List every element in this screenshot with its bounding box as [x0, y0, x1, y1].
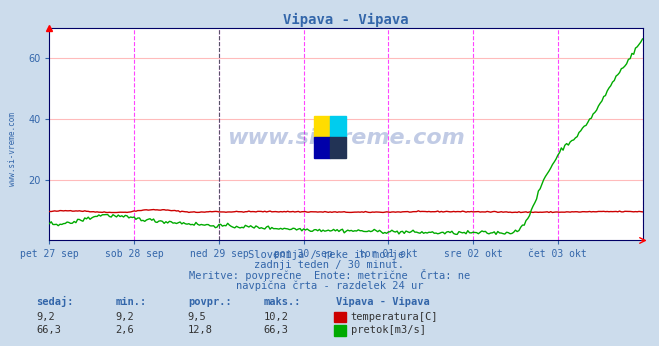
Text: 10,2: 10,2: [264, 312, 289, 322]
Text: zadnji teden / 30 minut.: zadnji teden / 30 minut.: [254, 260, 405, 270]
Text: min.:: min.:: [115, 297, 146, 307]
Text: 9,5: 9,5: [188, 312, 206, 322]
Text: 9,2: 9,2: [36, 312, 55, 322]
Bar: [314, 116, 330, 137]
Bar: [330, 116, 346, 137]
Bar: [314, 137, 330, 158]
Text: navpična črta - razdelek 24 ur: navpična črta - razdelek 24 ur: [236, 280, 423, 291]
Text: 9,2: 9,2: [115, 312, 134, 322]
Text: temperatura[C]: temperatura[C]: [351, 312, 438, 322]
Text: 2,6: 2,6: [115, 325, 134, 335]
Text: Slovenija / reke in morje.: Slovenija / reke in morje.: [248, 250, 411, 260]
Text: www.si-vreme.com: www.si-vreme.com: [227, 128, 465, 148]
Text: Vipava - Vipava: Vipava - Vipava: [336, 297, 430, 307]
Text: Meritve: povprečne  Enote: metrične  Črta: ne: Meritve: povprečne Enote: metrične Črta:…: [189, 268, 470, 281]
Text: 66,3: 66,3: [36, 325, 61, 335]
Bar: [330, 137, 346, 158]
Text: 66,3: 66,3: [264, 325, 289, 335]
Text: 12,8: 12,8: [188, 325, 213, 335]
Text: www.si-vreme.com: www.si-vreme.com: [8, 112, 17, 186]
Text: pretok[m3/s]: pretok[m3/s]: [351, 325, 426, 335]
Text: povpr.:: povpr.:: [188, 297, 231, 307]
Title: Vipava - Vipava: Vipava - Vipava: [283, 12, 409, 27]
Text: maks.:: maks.:: [264, 297, 301, 307]
Text: sedaj:: sedaj:: [36, 296, 74, 307]
